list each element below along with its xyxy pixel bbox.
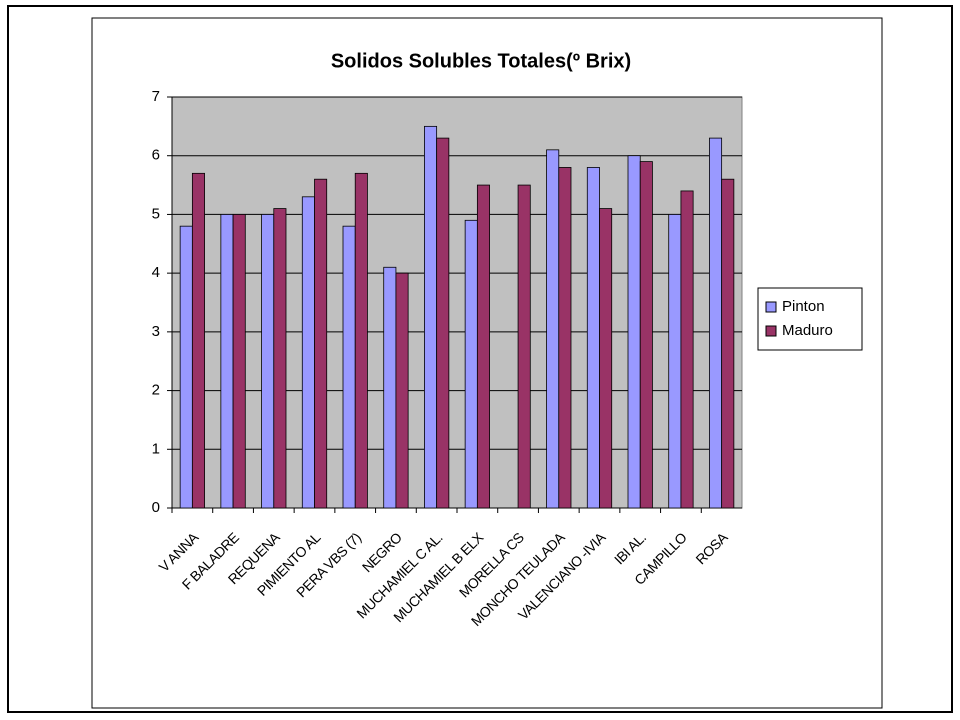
y-tick-label: 1 xyxy=(152,440,160,457)
bar xyxy=(436,137,450,509)
bar xyxy=(721,178,735,509)
bar xyxy=(220,214,234,509)
bar xyxy=(639,161,653,509)
legend-label: Pinton xyxy=(782,298,825,315)
y-tick-label: 6 xyxy=(152,147,160,164)
bar xyxy=(395,272,409,509)
bar xyxy=(342,225,356,509)
bar xyxy=(191,172,205,509)
bar xyxy=(680,190,694,509)
bar xyxy=(709,137,723,509)
bar xyxy=(383,266,397,509)
bar xyxy=(476,184,490,509)
bar xyxy=(273,208,287,509)
bar xyxy=(354,172,368,509)
y-tick-label: 5 xyxy=(152,205,160,222)
bar xyxy=(261,214,275,509)
bar xyxy=(179,225,193,509)
bar xyxy=(668,214,682,509)
y-tick-label: 3 xyxy=(152,323,160,340)
y-tick-label: 2 xyxy=(152,382,160,399)
chart-title: Solidos Solubles Totales(º Brix) xyxy=(331,50,631,72)
y-tick-label: 7 xyxy=(152,88,160,105)
bar xyxy=(558,167,572,509)
y-tick-label: 4 xyxy=(152,264,160,281)
legend-swatch xyxy=(765,325,777,337)
y-tick-label: 0 xyxy=(152,499,160,516)
bar xyxy=(301,196,315,509)
legend xyxy=(757,287,863,351)
bar xyxy=(599,208,613,509)
bar xyxy=(314,178,328,509)
bar xyxy=(464,219,478,509)
bar xyxy=(586,167,600,509)
bar xyxy=(424,125,438,509)
bar xyxy=(627,155,641,509)
bar xyxy=(517,184,531,509)
legend-label: Maduro xyxy=(782,322,833,339)
bar xyxy=(232,214,246,509)
plot-area xyxy=(171,96,743,509)
legend-swatch xyxy=(765,301,777,313)
bar xyxy=(546,149,560,509)
